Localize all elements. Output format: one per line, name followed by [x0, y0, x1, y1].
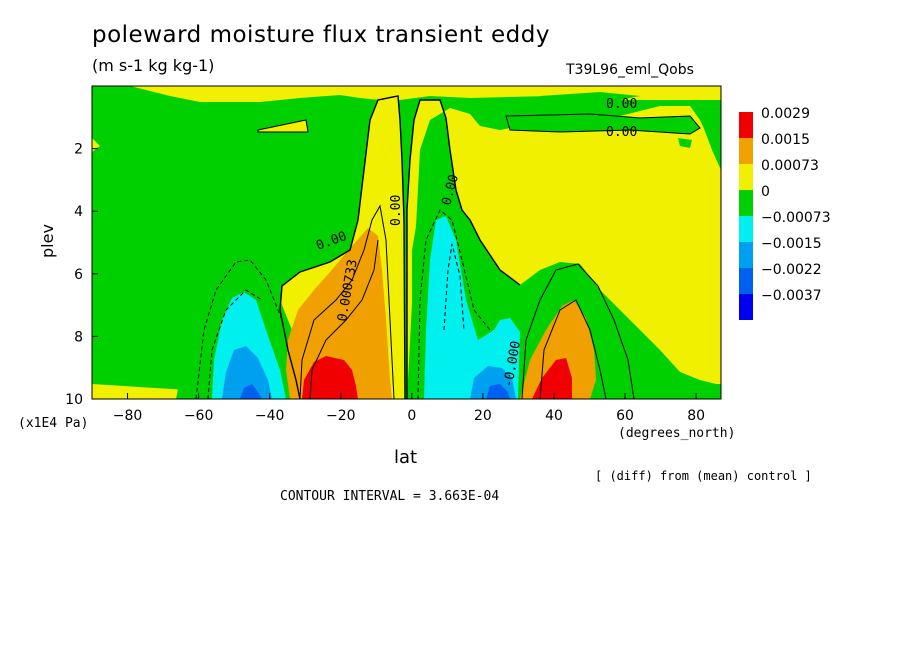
legend-swatch	[739, 112, 753, 138]
y-tick-label: 8	[74, 329, 83, 345]
legend-label: 0.0015	[761, 132, 810, 148]
legend-swatch	[739, 190, 753, 216]
fill-blue-nh	[486, 384, 510, 399]
legend-label: −0.0015	[761, 236, 822, 252]
legend-swatch	[739, 216, 753, 242]
fill-green-nh-edge	[700, 118, 721, 170]
fill-green-nh-patch	[678, 138, 692, 148]
contour-interval: CONTOUR INTERVAL = 3.663E-04	[280, 489, 500, 504]
contour-sh-neg-2	[207, 289, 263, 399]
fill-orange-sh	[286, 228, 392, 399]
y-tick-label: 2	[74, 142, 83, 158]
contour-nh-pos-2	[539, 299, 607, 399]
fill-orange-nh	[520, 300, 596, 399]
chart-units: (m s-1 kg kg-1)	[92, 56, 215, 75]
diff-note: [ (diff) from (mean) control ]	[595, 469, 812, 483]
x-tick-label: −20	[326, 408, 356, 424]
contour-nh-neg-2	[443, 243, 465, 331]
legend-swatch	[739, 164, 753, 190]
contour-sh-neg-1	[195, 259, 283, 399]
y-tick-label: 4	[74, 204, 83, 220]
contour-nh-pos-1	[521, 263, 635, 399]
legend: 0.0029 0.0015 0.00073 0 −0.00073 −0.0015 −0.00…	[739, 106, 831, 320]
chart-title: poleward moisture flux transient eddy	[92, 22, 550, 48]
fill-red-nh	[532, 358, 572, 399]
legend-swatch	[739, 242, 753, 268]
contour-sh-top-patch	[257, 119, 309, 133]
contour-label: 0.00	[389, 195, 404, 226]
legend-label: −0.0022	[761, 262, 822, 278]
legend-label: 0	[761, 184, 770, 200]
contour-sh-pos-1	[299, 204, 395, 399]
x-tick-label: −80	[113, 408, 143, 424]
legend-label: −0.0037	[761, 288, 822, 304]
x-tick-label: −60	[184, 408, 214, 424]
fill-blue-light-sh	[222, 346, 272, 399]
x-tick-label: 20	[474, 408, 492, 424]
legend-swatch	[739, 268, 753, 294]
legend-swatch	[739, 294, 753, 320]
x-tick-label: 0	[407, 408, 416, 424]
contour-lines	[195, 95, 701, 399]
legend-label: 0.0029	[761, 106, 810, 122]
fill-cyan-nh	[424, 216, 520, 399]
x-tick-label: 40	[545, 408, 563, 424]
contour-sh-pos-2	[309, 239, 379, 399]
zero-contour-sh	[279, 95, 406, 399]
x-tick-label: 60	[616, 408, 634, 424]
axis-ticks: −80 −60 −40 −20 0 20 40 60 80 2 4 6 8 10	[65, 142, 705, 424]
fill-green-nh-band2	[540, 92, 640, 100]
y-tick-label: 10	[65, 392, 83, 408]
fill-green-nh-band	[506, 114, 700, 134]
x-tick-label: −40	[255, 408, 285, 424]
y-axis-units: (x1E4 Pa)	[18, 416, 89, 431]
contour-label: 0.00	[606, 97, 637, 112]
fill-yellow-top-band	[130, 86, 721, 102]
x-axis-units: (degrees_north)	[618, 426, 736, 441]
legend-label: 0.00073	[761, 158, 819, 174]
legend-label: −0.00073	[761, 210, 831, 226]
plot-frame	[91, 85, 722, 400]
fill-blue-sh	[240, 384, 262, 399]
legend-swatch	[739, 138, 753, 164]
fill-yellow-north	[407, 100, 721, 399]
zero-contour-nh	[406, 99, 521, 399]
y-tick-label: 6	[74, 267, 83, 283]
x-tick-label: 80	[687, 408, 705, 424]
contour-nh-band	[505, 113, 701, 135]
fill-red-sh	[302, 356, 358, 399]
fill-yellow-patch-sh	[258, 120, 308, 132]
contour-label: 0.00	[606, 125, 637, 140]
x-axis-label: lat	[394, 447, 418, 468]
run-label: T39L96_eml_Qobs	[566, 62, 694, 78]
